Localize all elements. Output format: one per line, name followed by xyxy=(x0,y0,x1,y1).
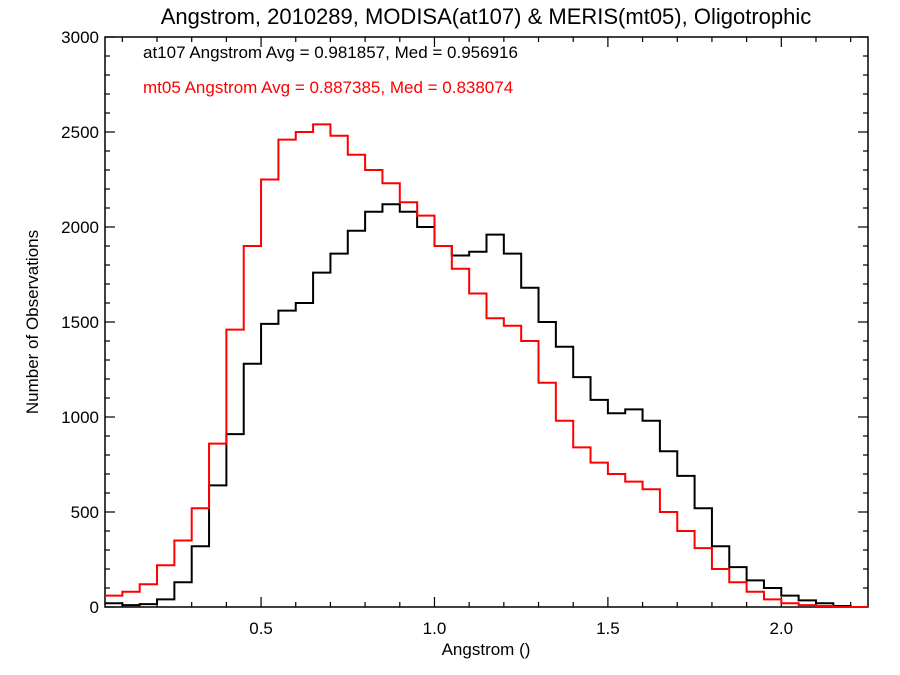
x-axis-label: Angstrom () xyxy=(442,640,531,659)
axis-ticks xyxy=(105,36,868,608)
x-tick-label: 2.0 xyxy=(769,619,793,638)
y-axis-label: Number of Observations xyxy=(23,230,42,414)
series-lines xyxy=(105,123,868,608)
series-line-at107 xyxy=(105,203,868,608)
legend-annotation-at107: at107 Angstrom Avg = 0.981857, Med = 0.9… xyxy=(143,43,518,62)
y-tick-label: 2500 xyxy=(61,123,99,142)
legend-annotation-mt05: mt05 Angstrom Avg = 0.887385, Med = 0.83… xyxy=(143,78,513,97)
series-line-mt05 xyxy=(105,123,868,608)
x-tick-label: 1.5 xyxy=(596,619,620,638)
y-tick-label: 3000 xyxy=(61,28,99,47)
y-tick-label: 1500 xyxy=(61,313,99,332)
axis-tick-labels: 0.5 1.0 1.5 2.0 0 500 1000 1500 2000 2500 3000 xyxy=(61,28,793,638)
chart-title: Angstrom, 2010289, MODISA(at107) & MERIS… xyxy=(161,4,811,29)
x-tick-label: 0.5 xyxy=(249,619,273,638)
plot-frame xyxy=(104,36,869,608)
y-tick-label: 2000 xyxy=(61,218,99,237)
y-tick-label: 0 xyxy=(90,598,99,617)
x-tick-label: 1.0 xyxy=(423,619,447,638)
y-tick-label: 1000 xyxy=(61,408,99,427)
y-tick-label: 500 xyxy=(71,503,99,522)
